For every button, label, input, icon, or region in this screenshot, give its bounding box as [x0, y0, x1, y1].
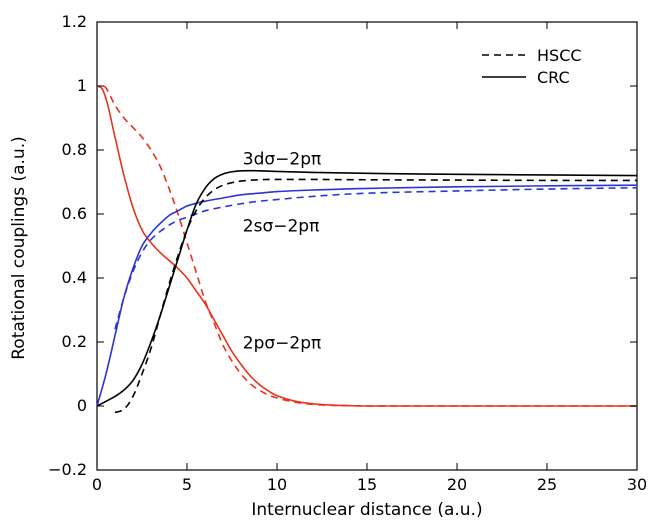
x-axis-label: Internuclear distance (a.u.) [251, 500, 482, 520]
series-line-crc [96, 184, 638, 407]
series-line-crc [96, 85, 637, 407]
x-tick-label: 10 [267, 475, 287, 494]
y-axis-label: Rotational couplings (a.u.) [9, 136, 29, 360]
series-line-hscc [114, 178, 638, 414]
x-tick-label: 15 [357, 475, 377, 494]
series-line-hscc [103, 85, 637, 407]
y-tick-label: 1.2 [62, 12, 87, 31]
x-tick-label: 20 [447, 475, 467, 494]
plot-frame [96, 21, 638, 471]
y-tick-label: 0.6 [62, 204, 87, 223]
plot-border [96, 21, 638, 471]
series-layer [96, 85, 638, 414]
annotations-layer: 3dσ−2pπ 2sσ−2pπ 2pσ−2pπ [243, 149, 321, 353]
legend-label: CRC [537, 68, 570, 87]
curve-annotation: 2pσ−2pπ [243, 333, 321, 353]
ticks-layer: 0 5 10 15 20 25 30 −0.2 0 0.2 0.4 0.6 0.8 1 1.2 [48, 12, 647, 494]
x-tick-label: 0 [92, 475, 102, 494]
curve-annotation: 3dσ−2pπ [243, 149, 321, 169]
y-tick-label: 0.2 [62, 332, 87, 351]
legend-label: HSCC [537, 46, 582, 65]
legend: HSCC CRC [482, 46, 582, 87]
y-tick-label: 0.8 [62, 140, 87, 159]
y-tick-label: 0.4 [62, 268, 87, 287]
y-tick-label: 1 [77, 76, 87, 95]
series-line-crc [96, 169, 638, 407]
y-tick-label: 0 [77, 396, 87, 415]
x-tick-label: 30 [627, 475, 647, 494]
curve-annotation: 2sσ−2pπ [243, 217, 320, 237]
series-line-hscc [114, 186, 638, 330]
y-tick-label: −0.2 [48, 460, 87, 479]
x-tick-label: 25 [537, 475, 557, 494]
x-tick-label: 5 [182, 475, 192, 494]
